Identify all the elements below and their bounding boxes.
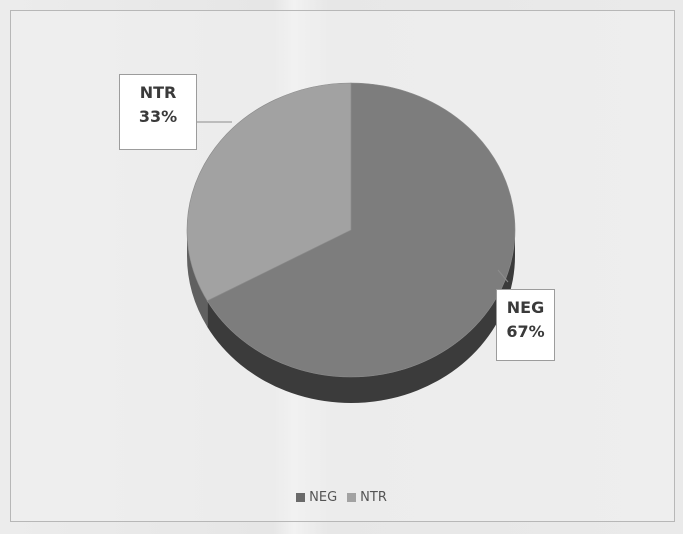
neg-data-label: NEG 67% (496, 289, 555, 361)
neg-percent-label: 67% (506, 322, 545, 341)
neg-leader-line (497, 269, 509, 283)
legend-label-neg: NEG (309, 490, 338, 505)
pie-slice-neg (206, 82, 516, 378)
legend-item-neg: NEG (296, 490, 337, 505)
legend-swatch-ntr (347, 493, 357, 502)
pie-side-ntr (187, 230, 208, 327)
legend-swatch-neg (296, 493, 306, 502)
legend-item-ntr: NTR (347, 490, 387, 505)
ntr-category-label: NTR (139, 83, 177, 102)
ntr-data-label: NTR 33% (119, 74, 197, 150)
ntr-percent-label: 33% (138, 107, 178, 126)
pie-side-neg (207, 230, 515, 403)
neg-category-label: NEG (506, 298, 545, 317)
legend-label-ntr: NTR (360, 490, 387, 505)
chart-legend: NEG NTR (0, 490, 683, 505)
pie-slice-ntr (186, 82, 352, 302)
